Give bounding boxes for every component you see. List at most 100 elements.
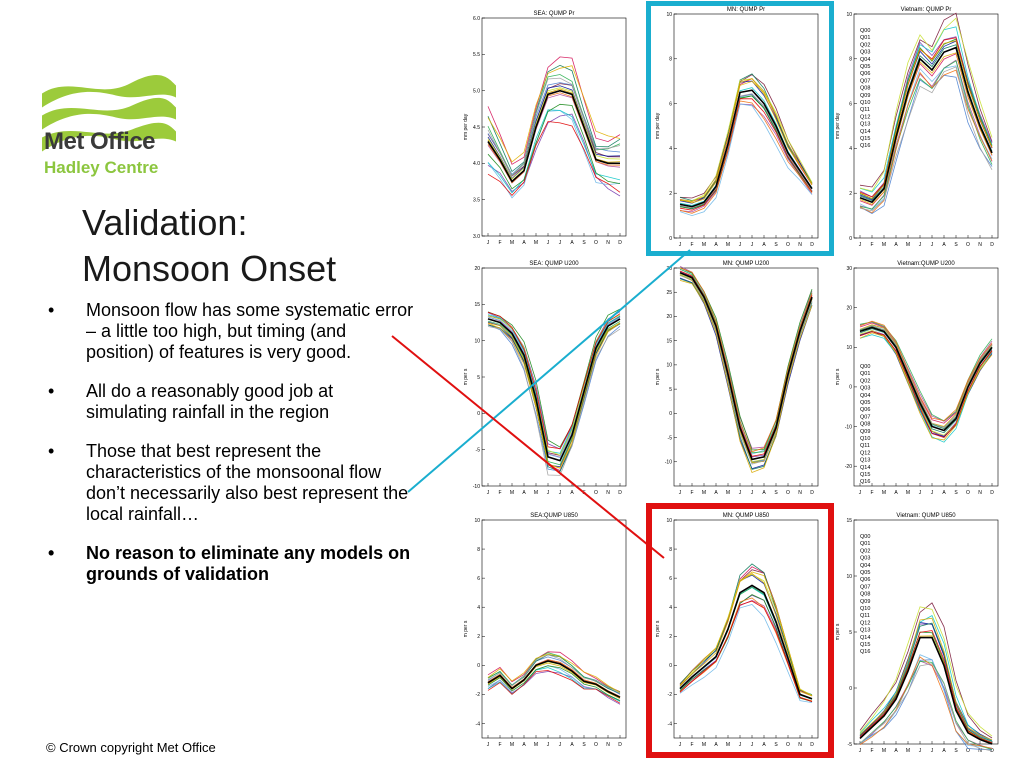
legend-entry: Q05 — [860, 400, 870, 406]
x-tick-label: M — [702, 742, 706, 748]
legend-entry: Q16 — [860, 649, 870, 655]
x-tick-label: A — [522, 490, 526, 496]
y-tick-label: 15 — [666, 338, 672, 344]
x-tick-label: F — [498, 490, 501, 496]
x-tick-label: N — [978, 490, 982, 496]
ensemble-member-line — [859, 617, 993, 741]
plot-frame — [673, 519, 819, 739]
ensemble-member-line — [679, 100, 813, 214]
y-tick-label: 4.0 — [473, 161, 480, 167]
x-tick-label: O — [786, 242, 790, 248]
legend-entry: Q01 — [860, 541, 870, 547]
ensemble-member-line — [487, 65, 621, 163]
ensemble-member-line — [859, 332, 993, 441]
x-tick-label: S — [774, 742, 778, 748]
chart-title: Vietnam: QUMP Pr — [901, 7, 952, 13]
y-tick-label: 4 — [849, 146, 852, 152]
legend-entry: Q08 — [860, 592, 870, 598]
x-tick-label: M — [702, 490, 706, 496]
bullet-list: Monsoon flow has some systematic error –… — [48, 300, 416, 603]
ensemble-member-line — [859, 321, 993, 422]
x-tick-label: A — [942, 490, 946, 496]
y-tick-label: -4 — [476, 721, 481, 727]
x-tick-label: O — [594, 240, 598, 246]
chart-mn-u200: MN: QUMP U200-10-5051015202530JFMAMJJASO… — [652, 258, 824, 500]
observed-line — [487, 318, 621, 462]
x-tick-label: F — [498, 240, 501, 246]
chart-title: Vietnam:QUMP U200 — [897, 261, 955, 267]
x-tick-label: S — [954, 490, 958, 496]
ensemble-member-line — [859, 17, 993, 192]
y-tick-label: 30 — [846, 266, 852, 272]
ensemble-member-line — [487, 121, 621, 197]
observed-line — [859, 636, 993, 745]
ensemble-member-line — [679, 267, 813, 453]
y-tick-label: 10 — [846, 345, 852, 351]
legend-entry: Q03 — [860, 386, 870, 392]
legend-entry: Q04 — [860, 57, 870, 63]
x-tick-label: J — [487, 742, 490, 748]
y-tick-label: 2 — [477, 634, 480, 640]
ensemble-member-line — [859, 622, 993, 742]
ensemble-member-line — [859, 66, 993, 212]
bullet-item: Monsoon flow has some systematic error –… — [48, 300, 416, 363]
x-tick-label: N — [978, 242, 982, 248]
ensemble-member-line — [859, 52, 993, 205]
legend-entry: Q16 — [860, 479, 870, 485]
bullet-item: No reason to eliminate any models on gro… — [48, 543, 416, 585]
ensemble-member-line — [859, 60, 993, 210]
x-tick-label: D — [618, 742, 622, 748]
plot-frame — [673, 267, 819, 487]
x-tick-label: J — [739, 742, 742, 748]
legend-entry: Q09 — [860, 429, 870, 435]
chart-title: MN: QUMP U850 — [723, 513, 770, 519]
legend-entry: Q01 — [860, 371, 870, 377]
x-tick-label: F — [498, 742, 501, 748]
x-tick-label: J — [739, 490, 742, 496]
y-tick-label: 10 — [474, 518, 480, 524]
x-tick-label: A — [570, 742, 574, 748]
x-tick-label: D — [990, 490, 994, 496]
y-tick-label: 10 — [474, 338, 480, 344]
ensemble-member-line — [859, 606, 993, 737]
legend-entry: Q08 — [860, 422, 870, 428]
x-tick-label: M — [882, 490, 886, 496]
x-tick-label: O — [786, 742, 790, 748]
x-tick-label: A — [522, 742, 526, 748]
ensemble-member-line — [487, 311, 621, 450]
ensemble-member-line — [487, 670, 621, 704]
x-tick-label: M — [906, 490, 910, 496]
chart-vietnam-u200: Vietnam:QUMP U200 -20 -10 0 10 20 30 J F M A M J J A S O… — [832, 258, 1004, 500]
x-tick-label: M — [510, 240, 514, 246]
y-tick-label: -20 — [845, 464, 852, 470]
y-tick-label: 3.5 — [473, 197, 480, 203]
x-tick-label: F — [690, 242, 693, 248]
ensemble-member-line — [487, 87, 621, 180]
observed-line — [679, 272, 813, 461]
legend-entry: Q14 — [860, 635, 870, 641]
x-tick-label: A — [894, 242, 898, 248]
y-tick-label: 0 — [669, 663, 672, 669]
y-tick-label: 5.0 — [473, 88, 480, 94]
y-axis-label: m per s — [655, 620, 661, 637]
y-tick-label: 0 — [669, 236, 672, 242]
y-tick-label: 10 — [846, 574, 852, 580]
connector-line-blue — [407, 249, 691, 493]
logo-title: Met Office — [44, 128, 156, 155]
x-tick-label: M — [726, 242, 730, 248]
x-tick-label: J — [931, 242, 934, 248]
x-tick-label: J — [547, 490, 550, 496]
x-tick-label: M — [534, 742, 538, 748]
x-tick-label: M — [510, 742, 514, 748]
y-tick-label: 3.0 — [473, 234, 480, 240]
x-tick-label: S — [774, 242, 778, 248]
ensemble-member-line — [487, 322, 621, 469]
ensemble-member-line — [859, 630, 993, 744]
slide-title: Validation: Monsoon Onset — [82, 200, 336, 292]
legend-entry: Q10 — [860, 436, 870, 442]
plot-frame — [853, 267, 999, 487]
legend-entry: Q11 — [860, 443, 870, 449]
legend-entry: Q05 — [860, 570, 870, 576]
